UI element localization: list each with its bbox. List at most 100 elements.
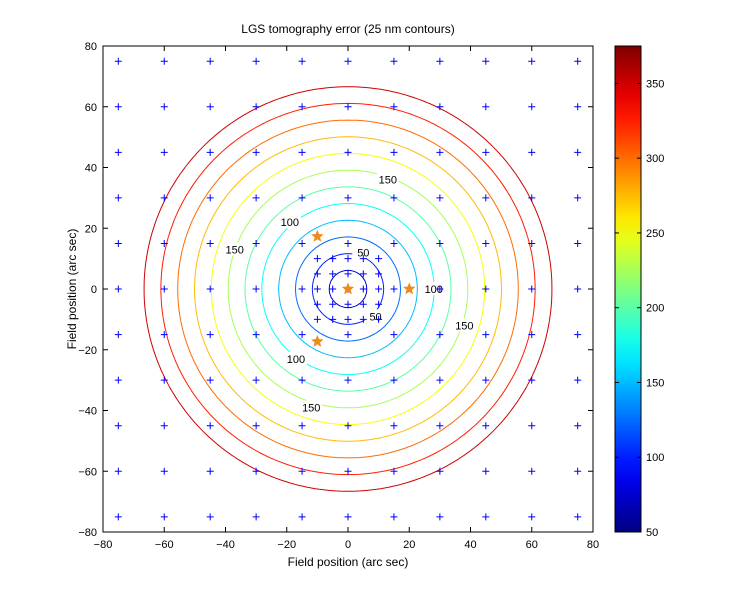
sample-point-marker: [160, 422, 168, 430]
x-axis-label: Field position (arc sec): [288, 555, 409, 569]
x-tick-label: −20: [277, 539, 296, 551]
guide-star-marker: [341, 282, 355, 295]
sample-point-marker: [114, 103, 122, 111]
sample-point-marker: [298, 467, 306, 475]
contour-line-225: [227, 169, 469, 409]
y-tick-label: −20: [78, 345, 97, 357]
sample-point-marker: [390, 513, 398, 521]
sample-point-marker: [436, 148, 444, 156]
x-tick-label: 60: [526, 539, 538, 551]
sample-point-marker: [482, 103, 490, 111]
sample-point-marker: [252, 285, 260, 293]
sample-point-marker: [390, 239, 398, 247]
sample-point-marker: [390, 194, 398, 202]
contour-label-bg: [223, 242, 246, 256]
sample-point-marker: [206, 285, 214, 293]
sample-point-marker: [206, 194, 214, 202]
y-tick-label: 20: [85, 223, 97, 235]
contour-line-150: [278, 219, 418, 359]
sample-point-marker: [436, 57, 444, 65]
sample-point-marker: [313, 300, 321, 308]
sample-point-marker: [482, 513, 490, 521]
sample-point-marker: [329, 255, 337, 263]
sample-point-marker: [436, 331, 444, 339]
sample-point-marker: [298, 57, 306, 65]
contour-label: 50: [357, 248, 369, 260]
colorbar-gradient: [614, 45, 642, 533]
sample-point-marker: [252, 513, 260, 521]
sample-point-marker: [298, 239, 306, 247]
sample-point-marker: [436, 422, 444, 430]
sample-point-marker: [574, 57, 582, 65]
sample-point-marker: [298, 194, 306, 202]
guide-star-marker: [402, 282, 416, 295]
sample-point-marker: [252, 148, 260, 156]
sample-point-marker: [482, 376, 490, 384]
sample-point-marker: [436, 376, 444, 384]
sample-point-marker: [482, 285, 490, 293]
sample-point-marker: [313, 315, 321, 323]
sample-point-marker: [298, 422, 306, 430]
sample-point-marker: [114, 513, 122, 521]
sample-point-marker: [344, 270, 352, 278]
sample-point-marker: [298, 285, 306, 293]
sample-point-marker: [160, 239, 168, 247]
sample-point-marker: [206, 239, 214, 247]
sample-point-marker: [375, 285, 383, 293]
sample-point-marker: [436, 513, 444, 521]
guide-stars: [311, 229, 416, 347]
sample-point-marker: [329, 285, 337, 293]
sample-point-marker: [298, 376, 306, 384]
sample-point-marker: [574, 148, 582, 156]
sample-point-marker: [160, 194, 168, 202]
contour-label: 150: [379, 175, 397, 187]
sample-point-marker: [344, 148, 352, 156]
sample-point-marker: [252, 57, 260, 65]
sample-point-marker: [313, 270, 321, 278]
sample-point-marker: [206, 376, 214, 384]
sample-point-marker: [252, 422, 260, 430]
sample-point-marker: [114, 422, 122, 430]
sample-point-marker: [528, 513, 536, 521]
sample-point-marker: [359, 270, 367, 278]
sample-point-marker: [482, 57, 490, 65]
sample-point-marker: [344, 376, 352, 384]
sample-point-marker: [375, 255, 383, 263]
sample-point-marker: [252, 467, 260, 475]
sample-point-marker: [344, 300, 352, 308]
colorbar: 50 100 150 200 250 300 350: [614, 45, 664, 539]
sample-point-marker: [298, 148, 306, 156]
sample-point-marker: [206, 467, 214, 475]
guide-star-marker: [311, 229, 324, 242]
x-tick-label: −80: [94, 539, 113, 551]
sample-point-marker: [390, 467, 398, 475]
sample-point-marker: [160, 285, 168, 293]
sample-point-marker: [160, 57, 168, 65]
sample-point-marker: [160, 513, 168, 521]
sample-point-marker: [528, 57, 536, 65]
sample-point-marker: [482, 239, 490, 247]
chart-title: LGS tomography error (25 nm contours): [241, 22, 454, 36]
colorbar-tick-label: 250: [646, 228, 664, 240]
sample-point-marker: [528, 194, 536, 202]
y-tick-label: 0: [91, 284, 97, 296]
y-tick-label: −40: [78, 406, 97, 418]
sample-point-marker: [574, 239, 582, 247]
sample-point-marker: [574, 467, 582, 475]
sample-point-marker: [252, 331, 260, 339]
sample-point-marker: [574, 513, 582, 521]
contour-label-bg: [422, 282, 445, 295]
contour-line-325: [160, 102, 536, 476]
sample-point-marker: [359, 315, 367, 323]
colorbar-tick-label: 300: [646, 153, 664, 165]
contour-label-bg: [300, 400, 323, 414]
sample-point-marker: [206, 148, 214, 156]
sample-point-marker: [160, 148, 168, 156]
sample-point-marker: [114, 194, 122, 202]
sample-point-marker: [344, 422, 352, 430]
sample-point-marker: [574, 285, 582, 293]
sample-point-marker: [329, 300, 337, 308]
sample-point-marker: [114, 467, 122, 475]
sample-point-marker: [390, 103, 398, 111]
